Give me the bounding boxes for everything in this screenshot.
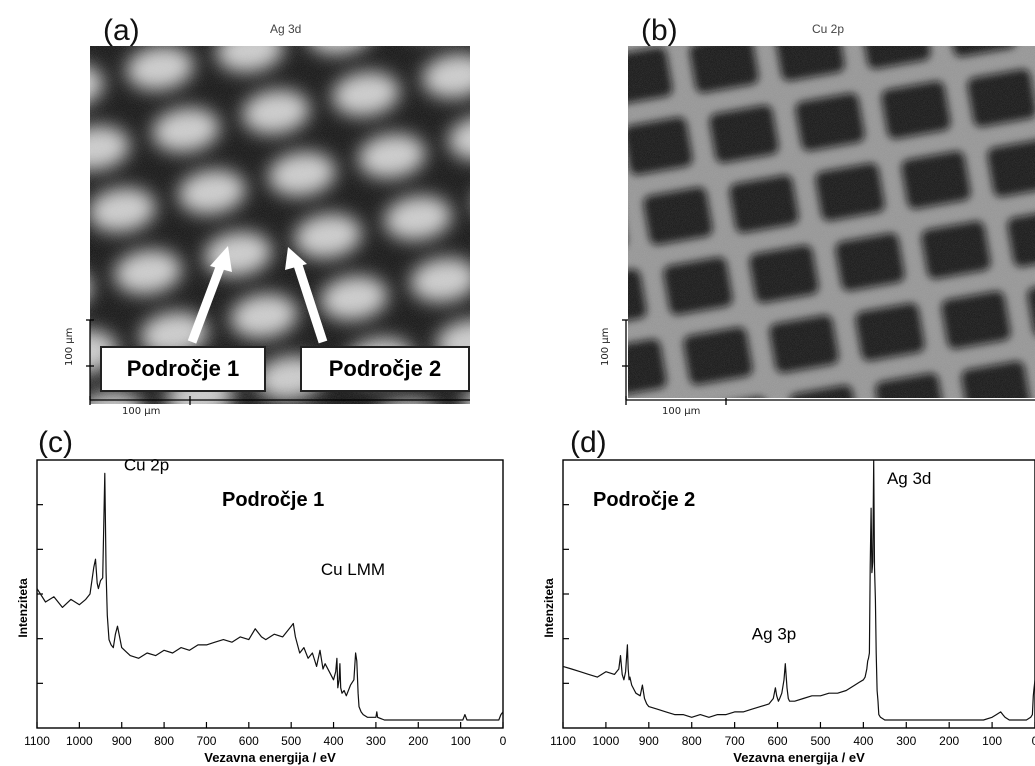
y-axis-label: Intenziteta — [16, 578, 30, 638]
x-tick-label: 500 — [281, 734, 301, 748]
x-axis-label: Vezavna energija / eV — [733, 750, 865, 765]
region-1-callout: Področje 1 — [100, 346, 266, 392]
cu-2p-map-image — [628, 46, 1035, 398]
x-axis-label: Vezavna energija / eV — [204, 750, 336, 765]
x-tick-label: 800 — [682, 734, 702, 748]
spectrum-c: 1100 1000 900 800 700 600 500 400 300 200 100 0Veza… — [16, 456, 507, 765]
x-tick-label: 600 — [239, 734, 259, 748]
x-tick-label: 400 — [853, 734, 873, 748]
region-2-callout: Področje 2 — [300, 346, 470, 392]
peak-annotation: Cu LMM — [321, 560, 385, 579]
x-tick-label: 700 — [725, 734, 745, 748]
x-tick-label: 0 — [500, 734, 507, 748]
y-axis-label: Intenziteta — [542, 578, 556, 638]
x-tick-label: 900 — [112, 734, 132, 748]
x-tick-label: 300 — [896, 734, 916, 748]
chart-title: Področje 2 — [593, 489, 695, 511]
panel-d-letter: (d) — [570, 426, 607, 459]
x-tick-label: 0 — [1032, 734, 1035, 748]
x-tick-label: 1000 — [66, 734, 93, 748]
x-tick-label: 200 — [939, 734, 959, 748]
arrow-region1 — [187, 246, 232, 344]
spectrum-line — [36, 472, 504, 721]
spectrum-d: 110010009008007006005004003002001000Veza… — [542, 459, 1035, 765]
x-tick-label: 500 — [810, 734, 830, 748]
x-tick-label: 900 — [639, 734, 659, 748]
ag-3d-map — [90, 46, 470, 404]
ag-3d-map-image — [90, 46, 470, 404]
x-tick-label: 1100 — [24, 734, 50, 748]
x-tick-label: 100 — [982, 734, 1002, 748]
panel-a-letter: (a) — [103, 14, 140, 47]
x-tick-label: 1000 — [593, 734, 620, 748]
panel-c-letter: (c) — [38, 426, 73, 459]
peak-annotation: Ag 3d — [887, 469, 931, 488]
chart-title: Področje 1 — [222, 489, 324, 511]
peak-annotation: Ag 3p — [752, 625, 796, 644]
cu-2p-map — [628, 46, 1035, 398]
x-tick-label: 300 — [366, 734, 386, 748]
panel-a-title: Ag 3d — [270, 22, 302, 36]
peak-annotation: Cu 2p — [124, 456, 169, 475]
x-tick-label: 600 — [768, 734, 788, 748]
x-tick-label: 200 — [408, 734, 428, 748]
x-tick-label: 1100 — [550, 734, 576, 748]
panel-b-letter: (b) — [641, 14, 678, 47]
map-a-scalebars — [86, 319, 470, 405]
spectrum-line — [562, 459, 1035, 721]
arrow-region2 — [285, 247, 328, 344]
panel-b-title: Cu 2p — [812, 22, 845, 36]
x-tick-label: 700 — [196, 734, 216, 748]
x-tick-label: 400 — [324, 734, 344, 748]
map-b-scale-x-label: 100 µm — [662, 406, 701, 417]
x-tick-label: 800 — [154, 734, 174, 748]
map-a-scale-x-label: 100 µm — [122, 406, 161, 417]
x-tick-label: 100 — [451, 734, 471, 748]
